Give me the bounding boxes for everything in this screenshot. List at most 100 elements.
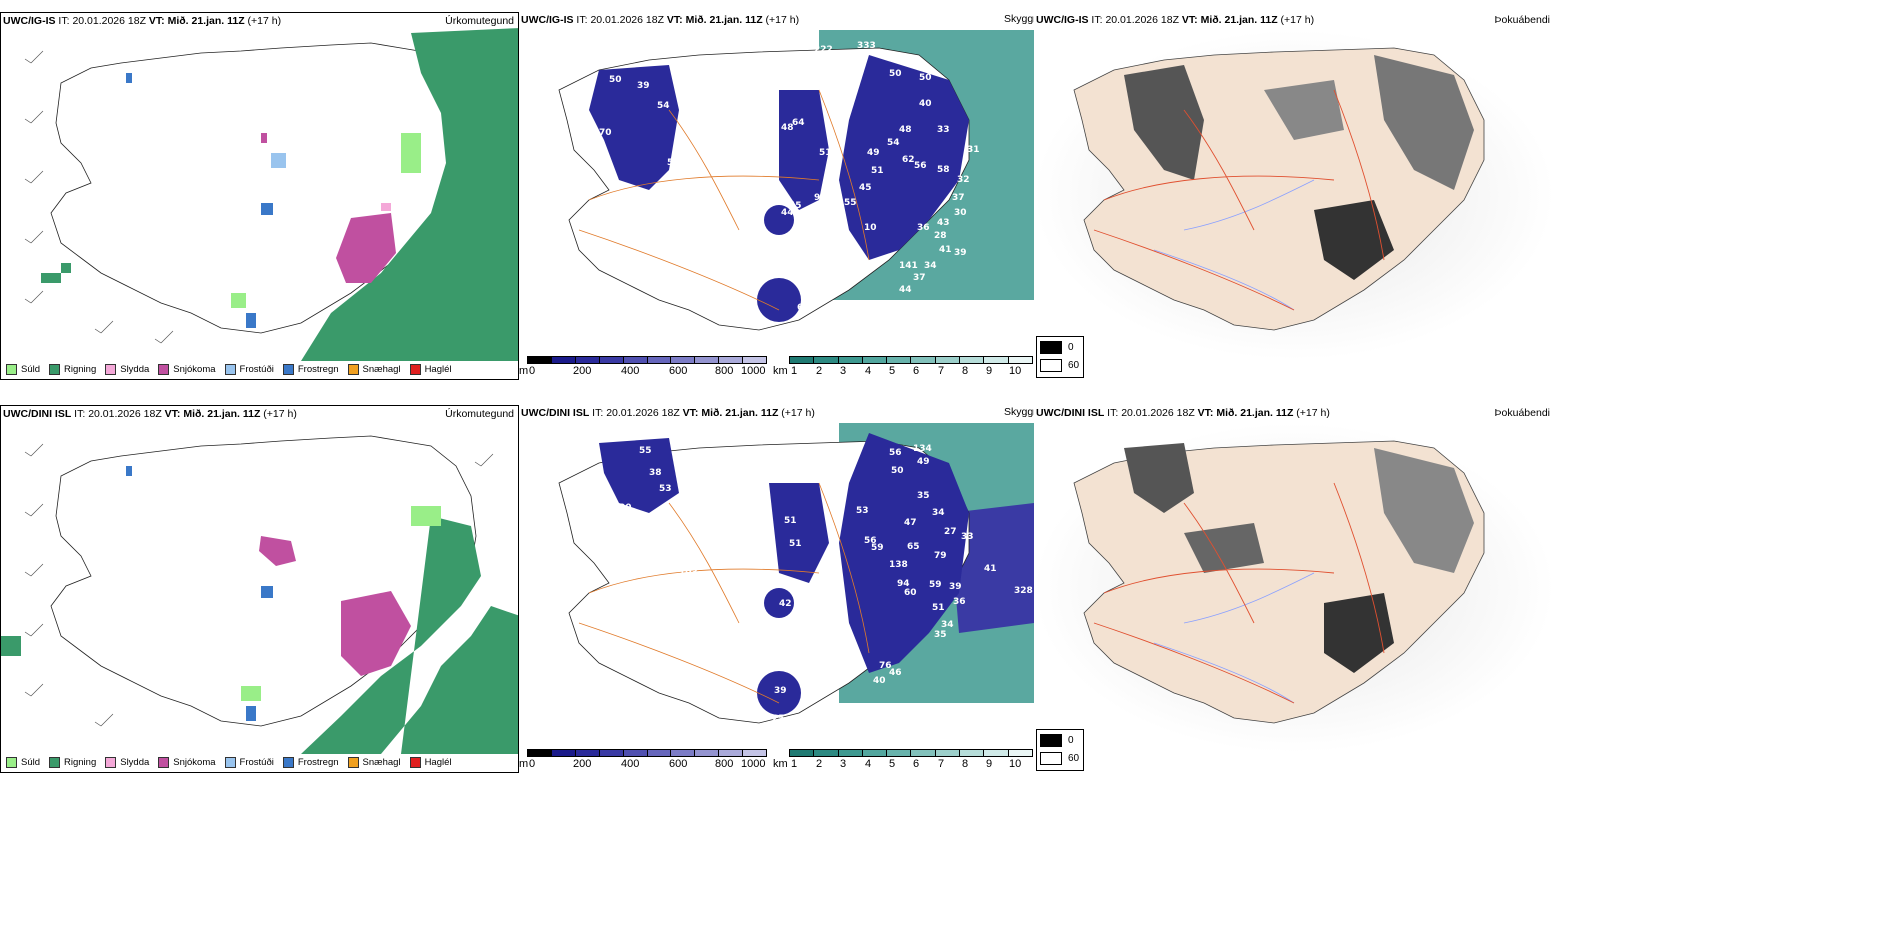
visibility-value-label: 47 (904, 518, 917, 528)
legend-item: Haglél (409, 363, 452, 375)
visibility-value-label: 33 (937, 125, 950, 135)
model-name: UWC/IG-IS (3, 15, 56, 27)
visibility-value-label: 33 (961, 532, 974, 542)
visibility-value-label: 59 (667, 158, 680, 168)
legend-item: Súld (6, 363, 40, 375)
precip-title: Úrkomutegund (445, 408, 514, 420)
visibility-value-label: 45 (859, 183, 872, 193)
visibility-value-label: 50 (891, 466, 904, 476)
visibility-value-label: 134 (913, 444, 932, 454)
visibility-value-label: 39 (949, 582, 962, 592)
visibility-value-label: 76 (879, 661, 892, 671)
visibility-value-label: 49 (917, 457, 930, 467)
visibility-value-label: 51 (871, 166, 884, 176)
visibility-value-label: 103 (679, 568, 698, 578)
panel-header: UWC/DINI ISL IT: 20.01.2026 18Z VT: Mið.… (3, 408, 297, 420)
visibility-value-label: 54 (657, 101, 670, 111)
visibility-value-label: 59 (929, 580, 942, 590)
sea-low-cloud (949, 503, 1034, 633)
legend-swatch-rigning (49, 756, 61, 768)
visibility-value-label: 39 (637, 81, 650, 91)
visibility-value-label: 27 (944, 527, 957, 537)
visibility-value-label: 60 (904, 588, 917, 598)
visibility-title-top: Skyggni (1004, 13, 1042, 25)
fog-legend-bottom: 0 60 (1036, 729, 1084, 771)
visibility-value-label: 51 (784, 516, 797, 526)
visibility-value-label: 45 (789, 201, 802, 211)
panel-header: UWC/DINI ISL IT: 20.01.2026 18Z VT: Mið.… (521, 407, 815, 419)
legend-swatch-rigning (49, 363, 61, 375)
precip-legend: Súld Rigning Slydda Snjókoma Frostúði Fr… (1, 752, 452, 772)
it-label: IT: (58, 15, 70, 27)
visibility-value-label: 49 (867, 148, 880, 158)
legend-item: Frostúði (224, 363, 274, 375)
visibility-value-label: 30 (954, 208, 967, 218)
snow-areas (261, 133, 396, 283)
panel-header: UWC/DINI ISL IT: 20.01.2026 18Z VT: Mið.… (1036, 407, 1330, 419)
rivers (1153, 179, 1315, 311)
roads (578, 89, 870, 311)
visibility-value-label: 72 (691, 195, 704, 205)
fog-legend-swatch-60 (1040, 359, 1062, 372)
roads (1093, 482, 1385, 704)
legend-swatch-frostudi (224, 756, 236, 768)
cloud-base-areas (599, 433, 969, 715)
precip-map-top (24, 28, 518, 361)
visibility-value-label: 28 (789, 328, 802, 338)
legend-item: Snæhagl (347, 363, 401, 375)
visibility-value-label: 64 (614, 53, 627, 63)
legend-swatch-sudl (6, 756, 17, 768)
precip-panel-top: UWC/IG-IS IT: 20.01.2026 18Z VT: Mið. 21… (0, 12, 519, 380)
visibility-value-label: 48 (899, 125, 912, 135)
visibility-value-label: 79 (934, 551, 947, 561)
visibility-value-label: 53 (856, 506, 869, 516)
legend-swatch-frostregn (282, 756, 294, 768)
visibility-value-label: 32 (957, 175, 970, 185)
visibility-value-label: 93 (814, 193, 827, 203)
visibility-value-label: 51 (789, 539, 802, 549)
legend-item: Frostregn (282, 363, 339, 375)
visibility-value-label: 34 (924, 261, 937, 271)
visibility-value-label: 44 (781, 208, 794, 218)
visibility-value-label: 67 (797, 303, 810, 313)
legend-swatch-sudl (6, 363, 17, 375)
vt-value: Mið. 21.jan. 11Z (167, 15, 245, 27)
legend-item: Snjókoma (158, 363, 216, 375)
cloud-base-colorbar-top: m 0 200 400 600 800 1000 (519, 356, 769, 378)
visibility-value-label: 25 (772, 714, 785, 724)
fog-legend-swatch-0 (1040, 341, 1062, 354)
visibility-value-label: 37 (913, 273, 926, 283)
visibility-value-label: 94 (897, 579, 910, 589)
legend-swatch-haglel (409, 363, 421, 375)
precip-legend: Súld Rigning Slydda Snjókoma Frostúði Fr… (1, 359, 452, 379)
roads (1093, 89, 1385, 311)
visibility-value-label: 141 (899, 261, 918, 271)
visibility-value-label: 35 (934, 630, 947, 640)
visibility-unit: km (773, 365, 788, 377)
visibility-value-label: 40 (919, 99, 932, 109)
visibility-value-label: 48 (781, 123, 794, 133)
visibility-value-label: 43 (937, 218, 950, 228)
visibility-value-label: 51 (819, 148, 832, 158)
visibility-value-label: 56 (864, 536, 877, 546)
fog-panel-top: UWC/IG-IS IT: 20.01.2026 18Z VT: Mið. 21… (1034, 12, 1554, 380)
legend-item: Slydda (105, 363, 149, 375)
legend-swatch-snaehagl (347, 363, 359, 375)
visibility-value-label: 44 (899, 285, 912, 295)
visibility-value-label: 34 (941, 620, 954, 630)
visibility-value-label: 40 (873, 676, 886, 686)
visibility-value-label: 50 (609, 75, 622, 85)
visibility-value-label: 36 (917, 223, 930, 233)
visibility-value-label: 59 (871, 543, 884, 553)
legend-swatch-snjokoma (158, 363, 170, 375)
visibility-value-label: 36 (953, 597, 966, 607)
visibility-value-label: 56 (914, 161, 927, 171)
visibility-value-label: 41 (984, 564, 997, 574)
legend-swatch-slydda (105, 363, 117, 375)
legend-swatch-snjokoma (158, 756, 170, 768)
visibility-value-label: 46 (889, 668, 902, 678)
visibility-value-label: 50 (889, 69, 902, 79)
visibility-value-label: 63 (749, 313, 762, 323)
